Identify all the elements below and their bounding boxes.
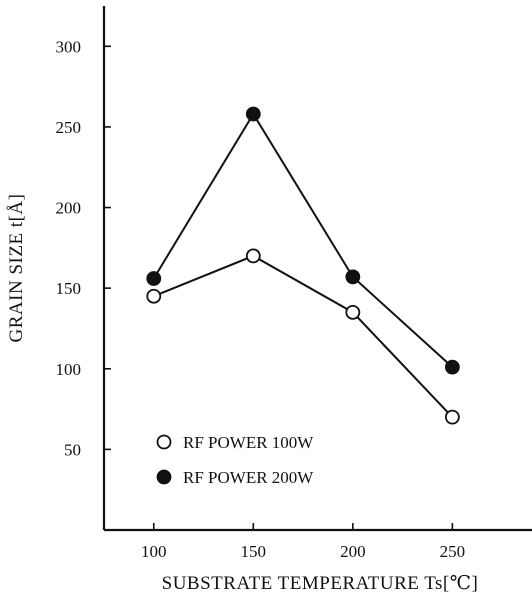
data-point-rf-power-100w-150: [245, 248, 261, 264]
data-point-rf-power-100w-250: [444, 409, 460, 425]
legend-marker-rf-power-200w: [156, 469, 172, 485]
data-point-rf-power-200w-100: [146, 271, 162, 286]
legend-label-rf-power-200w: RF POWER 200W: [183, 468, 314, 487]
x-axis-title: SUBSTRATE TEMPERATURE Ts[℃]: [162, 573, 479, 594]
legend-marker-rf-power-100w: [156, 434, 172, 450]
y-tick-label-250: 250: [56, 118, 82, 137]
data-point-rf-power-100w-100: [146, 288, 162, 304]
x-tick-label-100: 100: [141, 542, 167, 561]
ticks: 50 100 150 200 250 300 100 150 200 250: [56, 37, 466, 561]
series-line-rf-power-200w: [152, 112, 454, 368]
axes: [102, 6, 532, 532]
y-tick-label-100: 100: [56, 360, 82, 379]
data-point-rf-power-200w-150: [245, 106, 261, 122]
y-axis-title: GRAIN SIZE t[Å]: [6, 194, 27, 343]
x-tick-label-200: 200: [340, 542, 366, 561]
series: [146, 106, 460, 425]
y-tick-label-150: 150: [56, 279, 82, 298]
data-point-rf-power-100w-200: [345, 304, 361, 320]
data-point-rf-power-200w-200: [345, 269, 361, 285]
legend-label-rf-power-100w: RF POWER 100W: [183, 433, 314, 452]
series-line-rf-power-100w: [153, 254, 454, 418]
data-point-rf-power-200w-250: [444, 359, 460, 375]
y-tick-label-300: 300: [56, 37, 82, 56]
x-tick-label-250: 250: [440, 542, 466, 561]
x-tick-label-150: 150: [241, 542, 267, 561]
y-tick-label-50: 50: [64, 440, 81, 459]
y-tick-label-200: 200: [56, 199, 82, 218]
legend: RF POWER 100W RF POWER 200W: [156, 433, 314, 487]
